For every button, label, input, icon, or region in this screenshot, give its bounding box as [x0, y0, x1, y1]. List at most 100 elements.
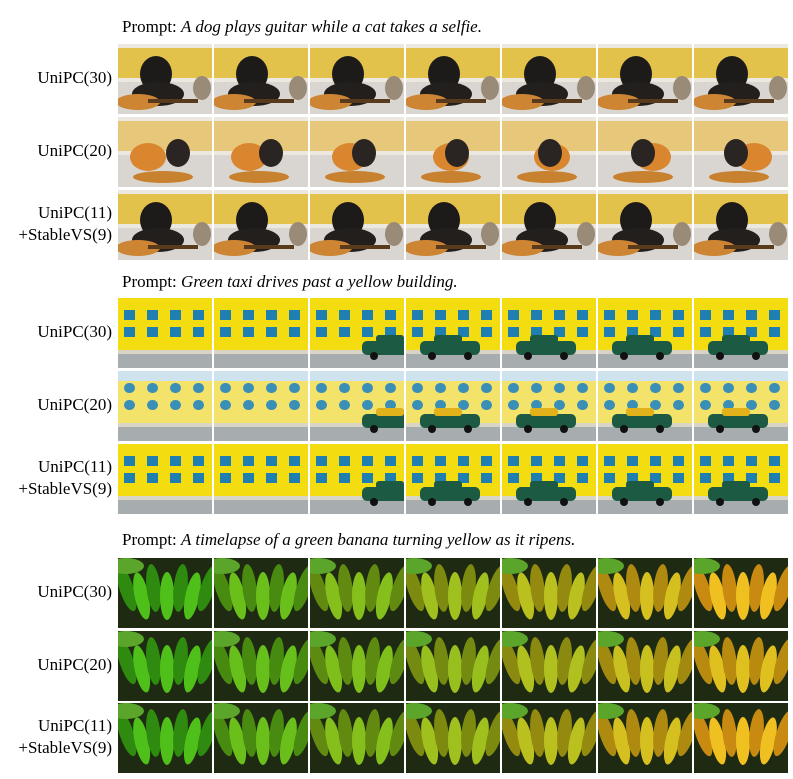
- banana: [544, 717, 558, 765]
- window: [577, 473, 588, 483]
- leaf: [310, 631, 336, 647]
- wheel: [656, 498, 664, 506]
- street: [118, 354, 212, 368]
- window: [147, 383, 158, 393]
- window: [266, 473, 277, 483]
- window: [147, 327, 158, 337]
- window: [124, 400, 135, 410]
- window: [531, 456, 542, 466]
- leaf: [598, 558, 624, 574]
- window: [769, 456, 780, 466]
- sky: [310, 371, 404, 381]
- wheel: [716, 498, 724, 506]
- banana: [557, 709, 572, 757]
- neck: [148, 99, 198, 103]
- window: [289, 456, 300, 466]
- window: [412, 310, 423, 320]
- cat: [673, 76, 691, 100]
- banana: [310, 710, 329, 757]
- cat: [193, 76, 211, 100]
- window: [266, 456, 277, 466]
- street: [118, 427, 212, 441]
- taxi: [516, 414, 576, 428]
- window: [481, 400, 492, 410]
- banana: [118, 638, 137, 685]
- banana: [310, 565, 329, 612]
- frame-image: [214, 703, 308, 773]
- banana: [173, 709, 188, 757]
- window: [124, 310, 135, 320]
- sky: [502, 371, 596, 381]
- frame-image: [694, 703, 788, 773]
- window: [170, 383, 181, 393]
- banana: [461, 564, 476, 612]
- row-label: UniPC(11): [38, 457, 112, 476]
- banana: [471, 717, 489, 765]
- banana: [694, 638, 713, 685]
- row-label: UniPC(20): [37, 395, 112, 414]
- banana: [653, 637, 668, 685]
- window: [193, 383, 204, 393]
- wheel: [464, 352, 472, 360]
- frame-image: [118, 298, 212, 368]
- prompt: Prompt: Green taxi drives past a yellow …: [122, 272, 458, 291]
- window: [650, 310, 661, 320]
- banana: [365, 637, 380, 685]
- banana: [544, 645, 558, 693]
- window: [316, 400, 327, 410]
- frame-image: [406, 117, 500, 187]
- banana: [214, 638, 233, 685]
- banana: [118, 710, 137, 757]
- leaf: [502, 631, 528, 647]
- neck: [340, 245, 390, 249]
- neck: [532, 99, 582, 103]
- window: [531, 310, 542, 320]
- taxi-roof: [530, 481, 558, 489]
- window: [412, 327, 423, 337]
- row-label: +StableVS(9): [18, 225, 112, 244]
- sidewalk: [118, 350, 212, 354]
- window: [577, 383, 588, 393]
- window: [700, 456, 711, 466]
- banana: [421, 717, 439, 765]
- row-label: UniPC(11): [38, 203, 112, 222]
- banana: [133, 572, 151, 620]
- banana: [663, 572, 681, 620]
- frame-image: [214, 558, 308, 628]
- guitar: [214, 94, 256, 110]
- banana: [406, 565, 425, 612]
- cat: [385, 222, 403, 246]
- window: [508, 400, 519, 410]
- window: [385, 327, 396, 337]
- taxi: [420, 414, 480, 428]
- neck: [436, 245, 486, 249]
- frame-image: [502, 190, 596, 260]
- window: [508, 456, 519, 466]
- window: [723, 310, 734, 320]
- banana: [256, 645, 270, 693]
- banana: [485, 710, 500, 757]
- sidewalk: [310, 423, 404, 427]
- banana: [242, 637, 257, 685]
- banana: [626, 637, 641, 685]
- banana: [293, 565, 308, 612]
- window: [769, 310, 780, 320]
- window: [220, 473, 231, 483]
- banana: [160, 645, 174, 693]
- frame-image: [598, 703, 692, 773]
- sidewalk: [310, 496, 404, 500]
- banana: [229, 645, 247, 693]
- window: [604, 400, 615, 410]
- taxi: [708, 414, 768, 428]
- taxi: [612, 414, 672, 428]
- dog: [538, 139, 562, 167]
- banana: [375, 645, 393, 693]
- window: [554, 310, 565, 320]
- frame-image: [406, 631, 500, 701]
- leaf: [214, 631, 240, 647]
- prompt-label: Prompt:: [122, 530, 177, 549]
- row-label: UniPC(20): [37, 141, 112, 160]
- banana: [338, 564, 353, 612]
- street: [598, 354, 692, 368]
